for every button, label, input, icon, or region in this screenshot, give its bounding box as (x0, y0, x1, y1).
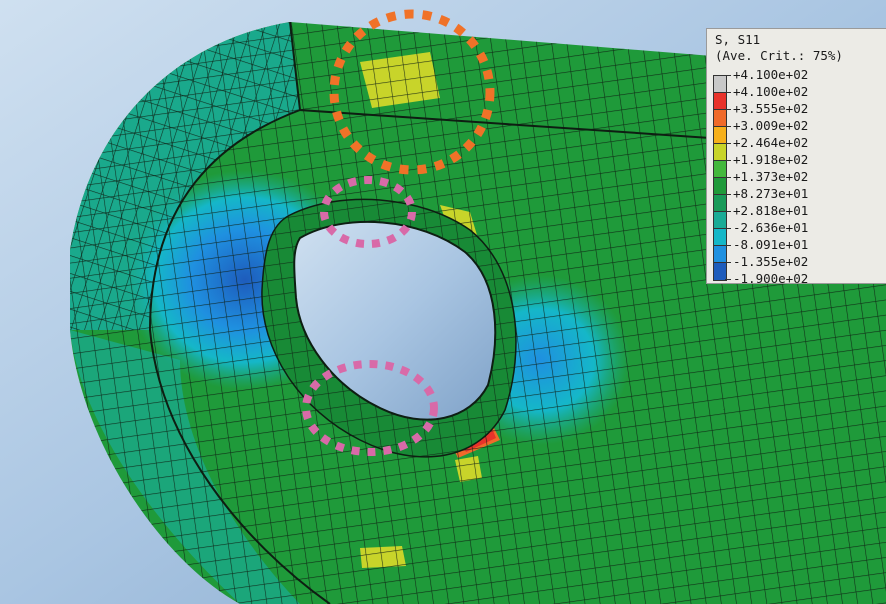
legend-tick (725, 177, 731, 178)
legend-tick (725, 211, 731, 212)
legend-value-label: +2.464e+02 (733, 135, 809, 150)
legend-value-label: +4.100e+02 (733, 84, 809, 99)
legend-value-label: +1.373e+02 (733, 169, 809, 184)
legend-swatch (714, 195, 726, 212)
legend-tick (725, 143, 731, 144)
legend-swatch (714, 110, 726, 127)
legend-swatch (714, 144, 726, 161)
legend-value-label: +8.273e+01 (733, 186, 809, 201)
legend-subtitle: (Ave. Crit.: 75%) (715, 48, 843, 63)
legend-value-label: -1.355e+02 (733, 254, 809, 269)
legend-swatch (714, 229, 726, 246)
legend-tick (725, 245, 731, 246)
legend-value-label: +1.918e+02 (733, 152, 809, 167)
legend-swatch (714, 178, 726, 195)
legend-swatch (714, 76, 726, 93)
legend-tick (725, 228, 731, 229)
legend-tick (725, 126, 731, 127)
legend-color-bar (713, 75, 727, 281)
legend-swatch (714, 212, 726, 229)
legend-value-label: +3.009e+02 (733, 118, 809, 133)
legend-tick (725, 279, 731, 280)
legend-value-label: +2.818e+01 (733, 203, 809, 218)
highlight-circle-top (329, 9, 495, 175)
legend-tick (725, 75, 731, 76)
legend-tick (725, 194, 731, 195)
legend-value-label: +4.100e+02 (733, 67, 809, 82)
highlight-circle-upper-hole (320, 176, 416, 248)
highlight-circle-lower-hole (302, 360, 438, 456)
legend-swatch (714, 93, 726, 110)
legend-swatch (714, 127, 726, 144)
contour-legend: S, S11 (Ave. Crit.: 75%) +4.100e+02 +4.10… (706, 28, 886, 284)
legend-tick (725, 109, 731, 110)
legend-tick (725, 160, 731, 161)
legend-value-label: -8.091e+01 (733, 237, 809, 252)
legend-swatch (714, 263, 726, 280)
legend-value-label: -2.636e+01 (733, 220, 809, 235)
legend-value-label: +3.555e+02 (733, 101, 809, 116)
legend-value-label: -1.900e+02 (733, 271, 809, 284)
legend-swatch (714, 161, 726, 178)
legend-tick (725, 262, 731, 263)
legend-title: S, S11 (715, 32, 761, 47)
legend-swatch (714, 246, 726, 263)
legend-tick (725, 92, 731, 93)
